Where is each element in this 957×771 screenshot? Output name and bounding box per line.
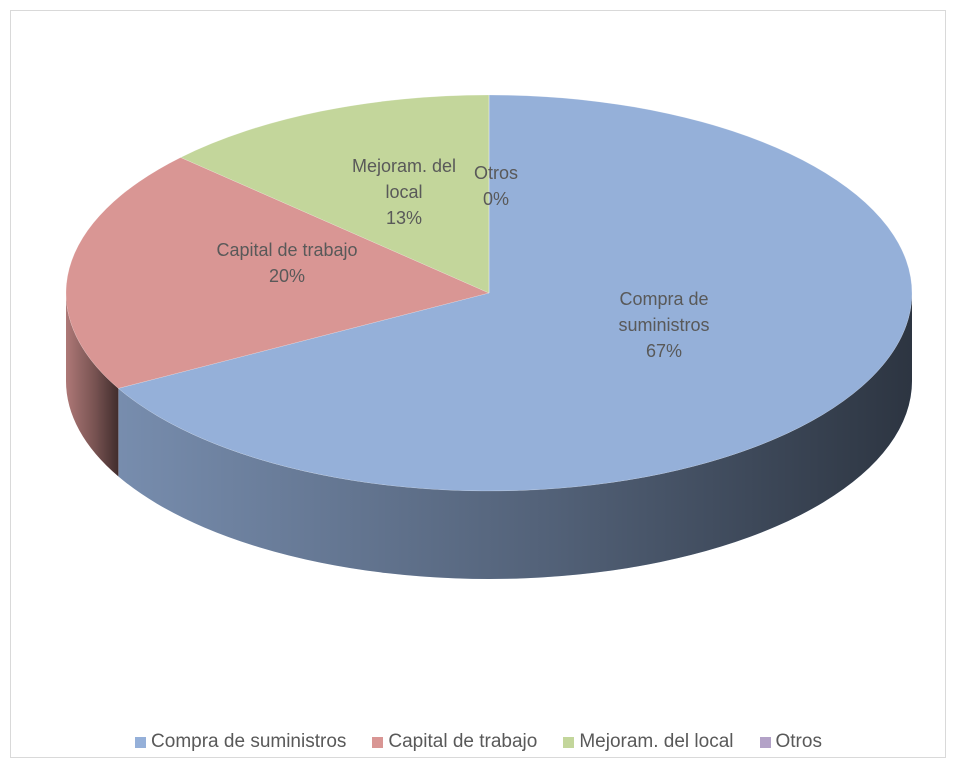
slice <box>117 94 913 492</box>
slice <box>180 94 490 294</box>
data-label-category: Capital de trabajo <box>216 240 358 260</box>
data-label: Otros 0% <box>456 160 536 212</box>
legend-label: Capital de trabajo <box>388 731 538 752</box>
legend-swatch <box>135 736 147 748</box>
legend-label: Otros <box>775 731 822 752</box>
legend-swatch <box>563 736 575 748</box>
data-label-category: Compra de suministros <box>618 289 710 335</box>
data-label-value: 0% <box>482 189 509 209</box>
side-shade <box>118 293 913 579</box>
legend-item: Compra de suministros <box>135 731 346 753</box>
data-label-value: 13% <box>385 208 423 228</box>
legend-swatch <box>759 736 771 748</box>
legend-label: Mejoram. del local <box>579 731 734 752</box>
legend-item: Capital de trabajo <box>372 731 537 753</box>
side-shade <box>66 293 119 477</box>
legend-label: Compra de suministros <box>151 731 347 752</box>
data-label: Mejoram. del local 13% <box>344 153 464 231</box>
data-label-value: 20% <box>268 266 306 286</box>
data-label-value: 67% <box>645 341 683 361</box>
data-label: Compra de suministros 67% <box>594 286 734 364</box>
legend-swatch <box>372 736 384 748</box>
chart-frame <box>10 10 946 758</box>
legend-item: Mejoram. del local <box>563 731 734 753</box>
data-label-category: Mejoram. del local <box>351 156 457 202</box>
legend: Compra de suministros Capital de trabajo M… <box>0 731 957 753</box>
data-label: Capital de trabajo 20% <box>177 237 397 289</box>
slice <box>65 157 490 389</box>
legend-item: Otros <box>759 731 822 753</box>
data-label-category: Otros <box>473 163 518 183</box>
